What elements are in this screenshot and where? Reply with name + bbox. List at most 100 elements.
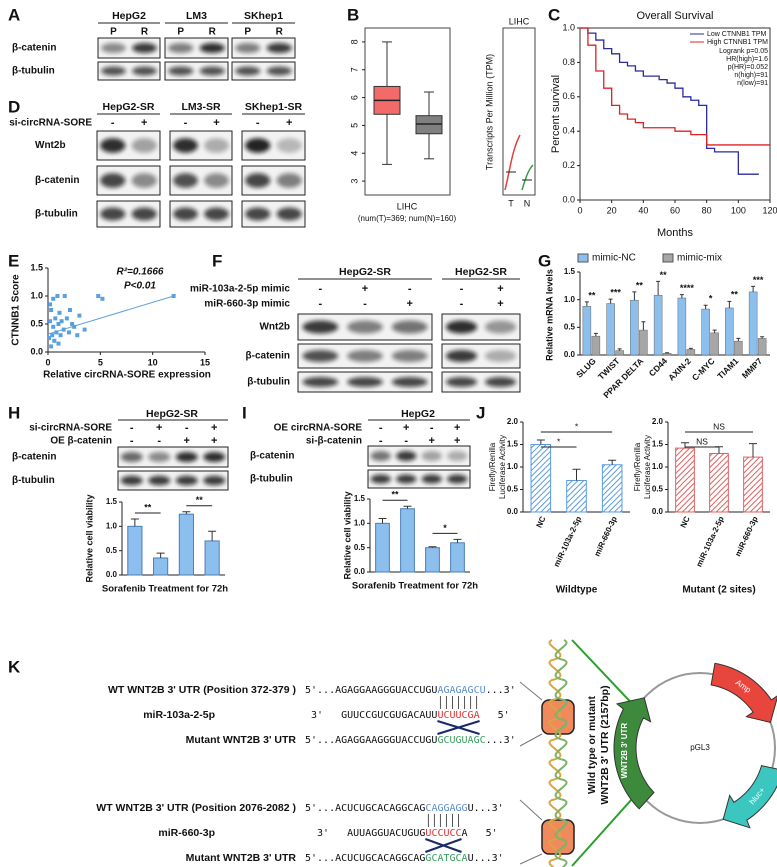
lane-label: P	[110, 27, 117, 38]
point	[58, 333, 63, 338]
gene-arrow	[613, 697, 655, 810]
y-label: Luciferase Activity	[498, 435, 507, 499]
blot-band	[445, 377, 478, 387]
blot-band	[484, 320, 517, 334]
sign: -	[404, 435, 408, 447]
error-bar	[617, 348, 622, 351]
significance: *	[709, 294, 713, 304]
significance: ****	[680, 283, 695, 293]
row-label: β-tubulin	[35, 209, 78, 220]
y-tick-label: 2.0	[652, 417, 664, 426]
error-bar	[715, 446, 723, 454]
bar	[425, 547, 440, 573]
sign: -	[379, 422, 383, 434]
x-label: Mutant (2 sites)	[682, 585, 755, 596]
error-bar	[749, 443, 757, 458]
blot-band	[302, 320, 339, 334]
sequence-label: WT WNT2B 3ʹ UTR (Position 2076-2082 )	[96, 802, 296, 814]
x-label: LIHC	[397, 201, 418, 211]
x-tick-label: 10	[148, 357, 158, 367]
x-tick-label: 40	[638, 205, 648, 215]
significance: *	[557, 436, 561, 446]
insert-label: Wild type or mutant	[586, 696, 598, 794]
blot-band	[131, 173, 157, 188]
y-tick-label: 0.0	[354, 567, 366, 576]
side-category: N	[524, 198, 531, 208]
mismatch-cross	[425, 838, 462, 853]
point	[59, 319, 64, 324]
error-bar	[608, 459, 617, 465]
legend-label: mimic-NC	[592, 253, 636, 264]
sequence-part: ...3'	[486, 735, 516, 746]
blot-band	[175, 452, 198, 462]
sequence-part: CAGGAGG	[425, 803, 467, 814]
panel-label: G	[538, 251, 551, 270]
blot-band	[421, 451, 442, 461]
blot-band	[148, 452, 171, 462]
y-tick-label: 1.0	[507, 462, 519, 471]
x-tick-label: 120	[762, 205, 777, 215]
sequence: 3' GUUCCGUCGUGACAUUUCUUCGA 5'	[311, 710, 510, 721]
error-bar	[593, 332, 598, 337]
sequence-part: 5'...AGAGGAAGGGUACCUGU	[305, 685, 437, 696]
header: HepG2	[401, 408, 435, 420]
blot-band	[447, 474, 468, 484]
bar	[566, 480, 587, 513]
header: HepG2-SR	[146, 408, 198, 420]
sequence-part: AGAGAGCU	[437, 685, 485, 696]
blot-band	[173, 207, 198, 221]
row-label: β-catenin	[35, 175, 79, 186]
y-tick-label: 0.5	[30, 318, 43, 328]
density-curve	[521, 164, 534, 191]
blot-band	[132, 43, 157, 53]
x-tick-label: 80	[702, 205, 712, 215]
y-tick-label: 2.0	[507, 417, 519, 426]
blot-band	[370, 474, 391, 484]
sequence-label: miR-660-3p	[158, 827, 215, 839]
panel-label: J	[476, 403, 485, 422]
connector	[571, 639, 641, 713]
x-label: Months	[657, 227, 694, 239]
error-bar	[572, 468, 581, 481]
error-bar	[182, 511, 191, 515]
y-tick-label: 0.5	[354, 543, 366, 552]
sign: -	[363, 298, 367, 310]
error-bar	[736, 337, 741, 342]
point	[72, 324, 77, 329]
row-label: β-tubulin	[12, 66, 55, 77]
point	[64, 316, 69, 321]
blot-band	[173, 138, 198, 153]
side-category: T	[508, 198, 514, 208]
significance: NS	[696, 436, 708, 446]
y-tick-label: 0.4	[562, 126, 575, 136]
x-label: Sorafenib Treatment for 72h	[102, 584, 228, 595]
y-tick-label: 0.0	[106, 570, 118, 579]
x-tick-label: 60	[670, 205, 680, 215]
blot-band	[391, 350, 428, 362]
y-tick-label: 1.0	[562, 22, 575, 32]
density-curve	[504, 134, 521, 191]
panel-label: C	[548, 5, 560, 24]
y-tick-label: 0.0	[652, 507, 664, 516]
panel-label: H	[8, 403, 20, 422]
plasmid-name: pGL3	[690, 743, 710, 752]
blot-band	[203, 475, 226, 486]
error-bar	[712, 329, 717, 333]
y-tick-label: 0.5	[564, 322, 576, 331]
bar	[375, 522, 390, 573]
treatment-label: OE β-catenin	[50, 436, 112, 447]
legend-label: Low CTNNB1 TPM	[707, 31, 767, 38]
y-tick-label: 0.2	[562, 160, 575, 170]
error-bar	[608, 298, 613, 304]
blot-band	[120, 452, 143, 462]
survival-curve	[580, 27, 770, 146]
lane-label: P	[244, 27, 251, 38]
blot-band	[120, 475, 143, 486]
stat: n(high)=91	[734, 72, 768, 79]
y-tick-label: 5	[349, 123, 359, 128]
sequence-label: miR-103a-2-5p	[143, 709, 215, 721]
sign: +	[497, 283, 503, 295]
y-tick-label: 4	[349, 151, 359, 156]
bar	[734, 340, 743, 356]
y-label: Percent survival	[550, 75, 562, 153]
